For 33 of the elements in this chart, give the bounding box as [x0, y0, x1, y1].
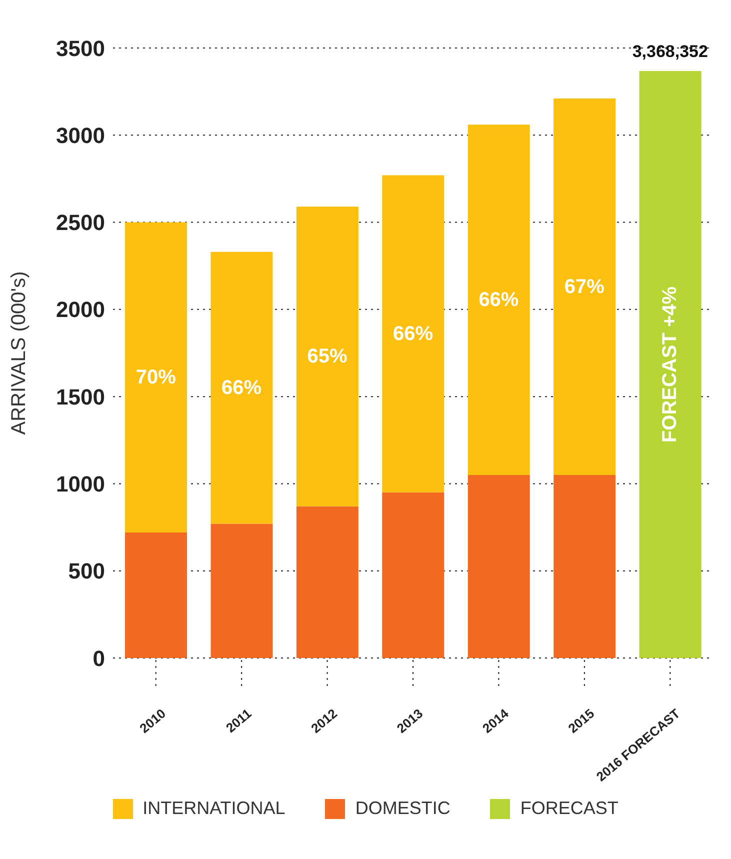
- annotation: 67%: [564, 276, 605, 298]
- annotation: 66%: [392, 322, 434, 345]
- y-tick-label: 500: [68, 558, 105, 584]
- legend-label: INTERNATIONAL: [142, 798, 286, 819]
- y-tick-label: 3000: [56, 122, 105, 148]
- bar: [382, 175, 444, 492]
- bar: [554, 98, 616, 475]
- bar: [125, 222, 187, 533]
- y-tick-label: 3500: [56, 36, 105, 61]
- bar: [210, 252, 273, 524]
- bar: [296, 206, 358, 506]
- bar: [468, 124, 530, 475]
- bar: [468, 475, 530, 658]
- bar: [554, 475, 616, 658]
- annotation: 65%: [307, 345, 348, 368]
- annotation: 66%: [478, 288, 519, 311]
- bar: [210, 524, 273, 658]
- y-tick-label: 1000: [56, 472, 105, 497]
- bar: [125, 532, 187, 658]
- annotation: 66%: [222, 376, 262, 399]
- y-axis-title: ARRIVALS (000's): [8, 271, 30, 435]
- bar: [382, 492, 444, 658]
- annotation: FORECAST +4%: [659, 286, 682, 443]
- annotation: 70%: [136, 366, 176, 388]
- bar: [639, 71, 702, 658]
- y-tick-label: 2500: [56, 210, 105, 236]
- y-tick-label: 2000: [56, 297, 105, 322]
- annotation: 3,368,352: [632, 42, 708, 62]
- legend-label: DOMESTIC: [354, 798, 450, 819]
- legend-label: FORECAST: [519, 798, 618, 819]
- y-tick-label: 0: [92, 646, 105, 671]
- bar: [296, 506, 358, 658]
- y-tick-label: 1500: [56, 384, 105, 410]
